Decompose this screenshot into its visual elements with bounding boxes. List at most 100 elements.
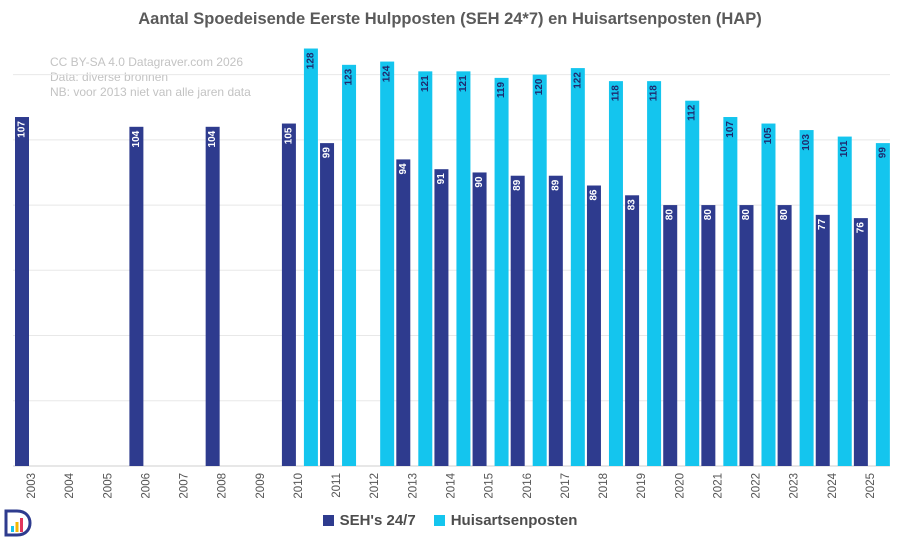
legend-swatch-hap (433, 515, 445, 526)
datagraver-logo-icon (4, 509, 32, 537)
bar-seh (205, 126, 220, 467)
data-label-hap: 103 (801, 134, 812, 151)
bar-hap (647, 81, 662, 466)
data-label-seh: 105 (283, 127, 294, 144)
bar-seh (15, 117, 29, 466)
legend-swatch-seh (322, 515, 334, 526)
data-label-hap: 112 (687, 104, 698, 121)
x-tick-label: 2008 (217, 473, 229, 499)
data-label-hap: 121 (458, 75, 469, 92)
data-label-seh: 77 (817, 218, 828, 230)
x-tick-label: 2004 (64, 472, 76, 498)
data-label-hap: 105 (763, 127, 774, 144)
data-label-hap: 107 (725, 121, 736, 138)
x-tick-label: 2025 (865, 473, 877, 499)
bar-seh (396, 159, 411, 466)
data-label-seh: 86 (588, 189, 599, 201)
x-tick-label: 2009 (255, 473, 267, 499)
x-tick-label: 2019 (636, 473, 648, 499)
bar-hap (608, 81, 623, 466)
data-label-hap: 119 (496, 81, 507, 98)
x-tick-label: 2017 (560, 473, 572, 499)
data-label-seh: 80 (741, 209, 752, 221)
bar-hap (418, 71, 433, 466)
data-label-hap: 120 (534, 78, 545, 95)
x-tick-label: 2012 (369, 473, 381, 499)
data-label-hap: 101 (839, 140, 850, 157)
data-label-seh: 80 (703, 209, 714, 221)
x-tick-label: 2013 (407, 473, 419, 499)
bar-seh (129, 126, 144, 467)
bar-seh (701, 205, 716, 467)
data-label-seh: 80 (779, 209, 790, 221)
x-tick-label: 2006 (140, 473, 152, 499)
data-label-seh: 107 (17, 121, 28, 138)
bar-seh (510, 175, 525, 466)
data-label-seh: 94 (398, 163, 409, 175)
bar-hap (837, 136, 852, 467)
bar-seh (320, 143, 335, 466)
source-note: CC BY-SA 4.0 Datagraver.com 2026 Data: d… (50, 55, 251, 100)
bar-seh (586, 185, 601, 466)
x-tick-label: 2020 (674, 473, 686, 499)
x-tick-label: 2016 (522, 473, 534, 499)
bar-seh (739, 205, 754, 467)
data-label-seh: 76 (855, 222, 866, 234)
data-label-seh: 91 (436, 173, 447, 185)
bar-seh (625, 195, 640, 467)
legend-label-hap: Huisartsenposten (450, 512, 578, 529)
data-label-hap: 99 (877, 147, 888, 159)
data-label-seh: 83 (627, 199, 638, 211)
data-label-hap: 123 (344, 68, 355, 85)
bar-hap (685, 100, 700, 466)
x-tick-label: 2024 (827, 472, 839, 498)
x-tick-label: 2018 (598, 473, 610, 499)
legend-label-seh: SEH's 24/7 (339, 512, 416, 529)
data-label-seh: 90 (474, 176, 485, 188)
data-label-seh: 80 (665, 209, 676, 221)
bar-hap (494, 77, 509, 466)
data-label-hap: 121 (420, 75, 431, 92)
source-line-note: NB: voor 2013 niet van alle jaren data (50, 85, 251, 99)
bar-hap (761, 123, 776, 467)
data-label-hap: 124 (382, 65, 393, 82)
legend-item-hap[interactable]: Huisartsenposten (433, 512, 578, 529)
bar-seh (663, 205, 678, 467)
x-tick-label: 2011 (331, 473, 343, 498)
data-label-seh: 99 (322, 147, 333, 159)
x-tick-label: 2023 (789, 473, 801, 499)
bar-seh (548, 175, 563, 466)
bar-hap (723, 117, 738, 466)
legend: SEH's 24/7 Huisartsenposten (0, 512, 900, 529)
bar-hap (380, 61, 395, 467)
source-line-license: CC BY-SA 4.0 Datagraver.com 2026 (50, 55, 243, 69)
x-tick-label: 2005 (102, 473, 114, 499)
x-tick-label: 2003 (26, 473, 38, 499)
data-label-hap: 118 (649, 85, 660, 102)
x-tick-label: 2021 (712, 473, 724, 499)
bar-seh (434, 169, 449, 466)
bar-hap (532, 74, 547, 466)
data-label-hap: 128 (305, 52, 316, 69)
bar-hap (456, 71, 471, 466)
x-tick-label: 2022 (751, 473, 763, 499)
x-tick-label: 2014 (446, 472, 458, 498)
bar-seh (472, 172, 487, 466)
bar-seh (853, 218, 868, 466)
data-label-seh: 104 (207, 130, 218, 147)
bar-seh (281, 123, 296, 467)
chart-title: Aantal Spoedeisende Eerste Hulpposten (S… (138, 10, 762, 28)
bar-hap (570, 68, 585, 466)
bar-seh (777, 205, 792, 467)
x-tick-label: 2010 (293, 473, 305, 499)
data-label-seh: 89 (512, 179, 523, 191)
bar-seh (815, 214, 830, 466)
legend-item-seh[interactable]: SEH's 24/7 (322, 512, 416, 529)
data-label-seh: 104 (131, 130, 142, 147)
bar-hap (875, 143, 890, 466)
x-tick-label: 2015 (484, 473, 496, 499)
bar-hap (342, 64, 357, 466)
source-line-data: Data: diverse bronnen (50, 70, 169, 84)
bar-hap (799, 130, 814, 467)
